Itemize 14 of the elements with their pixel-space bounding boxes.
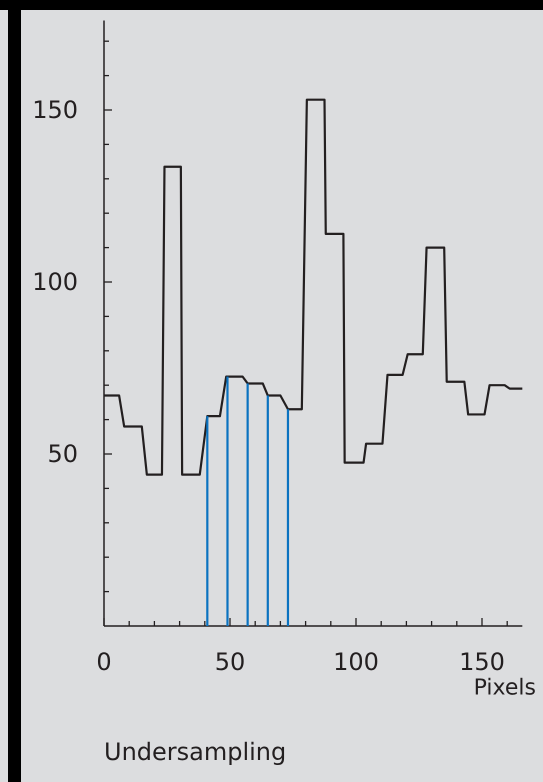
x-tick-label: 50 xyxy=(214,648,246,676)
bar xyxy=(246,383,249,626)
bar xyxy=(226,376,229,626)
x-tick-label: 150 xyxy=(459,648,505,676)
bar xyxy=(286,409,290,626)
x-tick-label: 100 xyxy=(333,648,379,676)
bar xyxy=(266,396,269,626)
x-axis-title: Pixels xyxy=(474,676,536,700)
text: Undersampling xyxy=(104,738,286,766)
bar xyxy=(206,416,208,626)
y-tick-label: 100 xyxy=(32,268,78,296)
x-tick-label: 0 xyxy=(96,648,112,676)
y-tick-label: 50 xyxy=(47,440,78,468)
y-tick-label: 150 xyxy=(32,96,78,124)
